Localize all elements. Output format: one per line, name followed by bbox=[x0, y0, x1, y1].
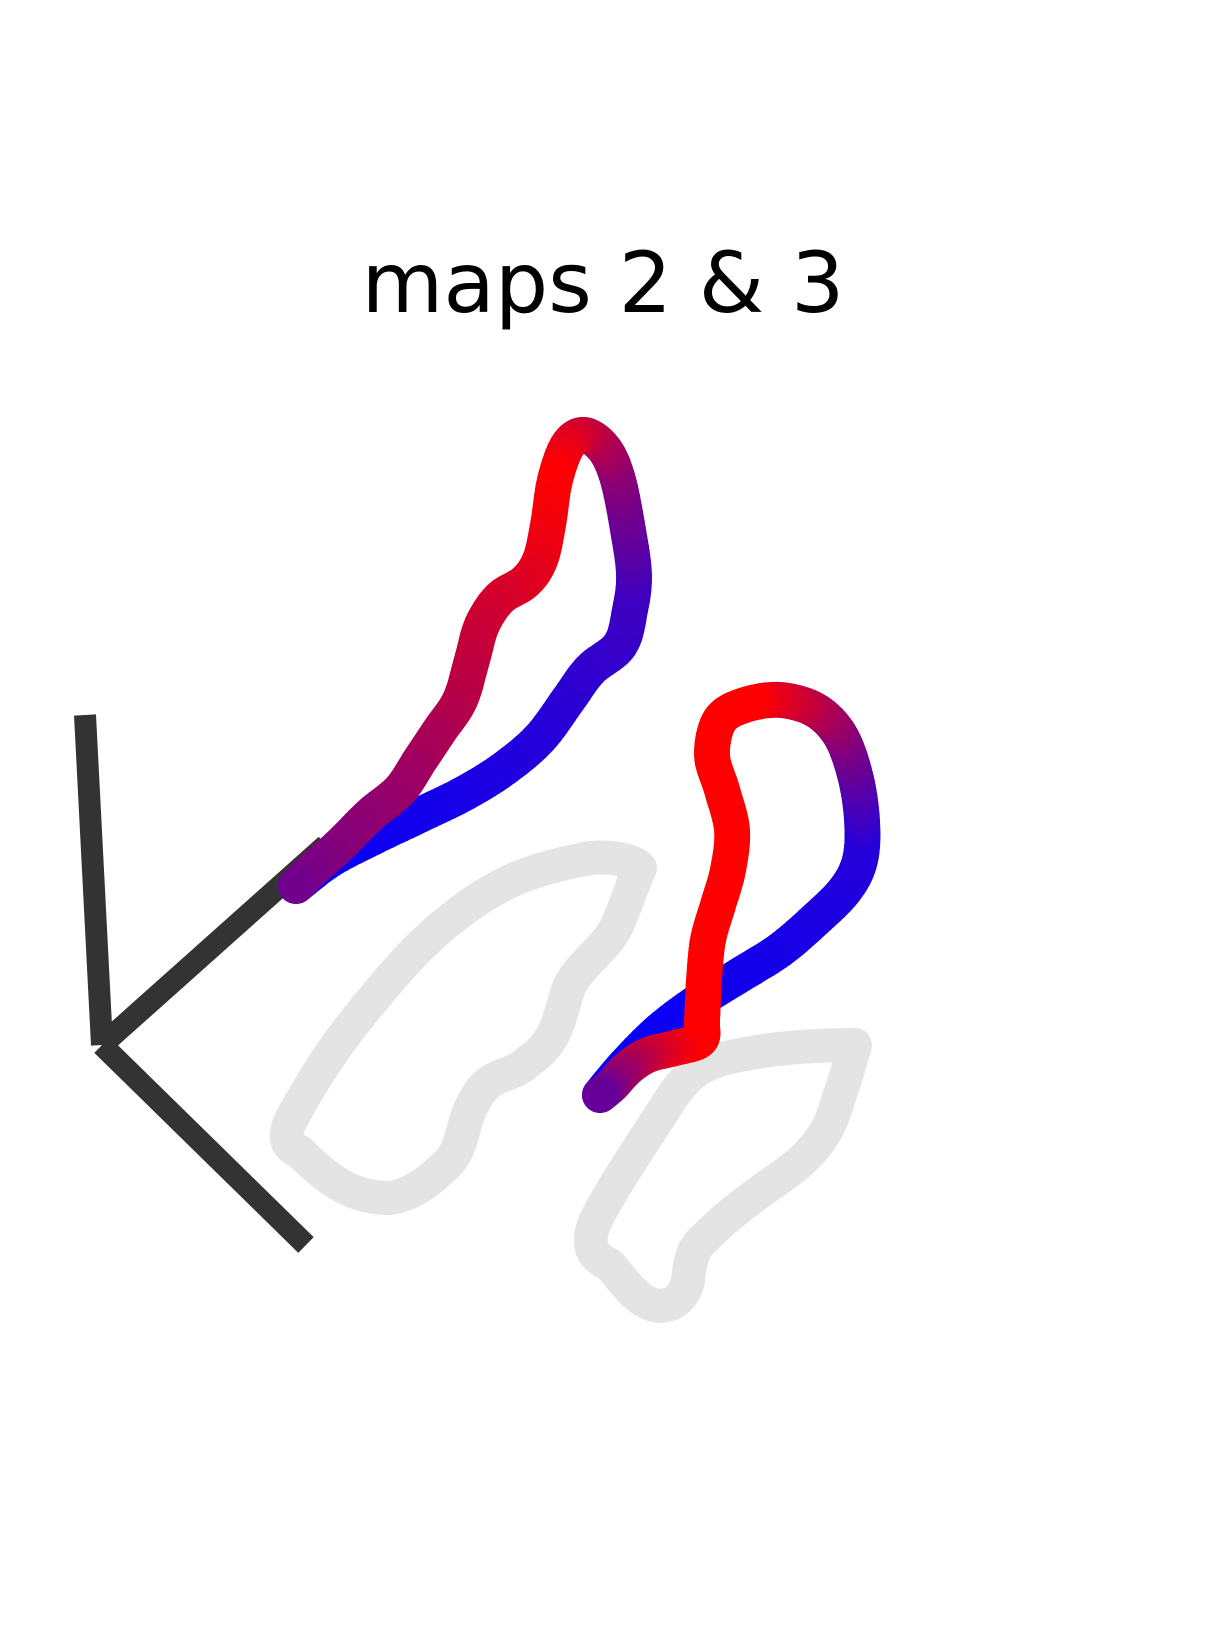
shadow-loops bbox=[269, 840, 872, 1323]
loop-map-3 bbox=[582, 681, 881, 1113]
loop-map-2 bbox=[278, 416, 652, 904]
axis-line-vertical bbox=[74, 714, 113, 1046]
loop-map-3-point bbox=[582, 1077, 618, 1113]
figure-title: maps 2 & 3 bbox=[362, 234, 845, 332]
shadow-loop-map-2 bbox=[269, 840, 657, 1215]
axis-line-lower bbox=[94, 1037, 314, 1253]
shadow-loop-map-3 bbox=[573, 1028, 872, 1323]
loop-map-2-point bbox=[278, 868, 314, 904]
